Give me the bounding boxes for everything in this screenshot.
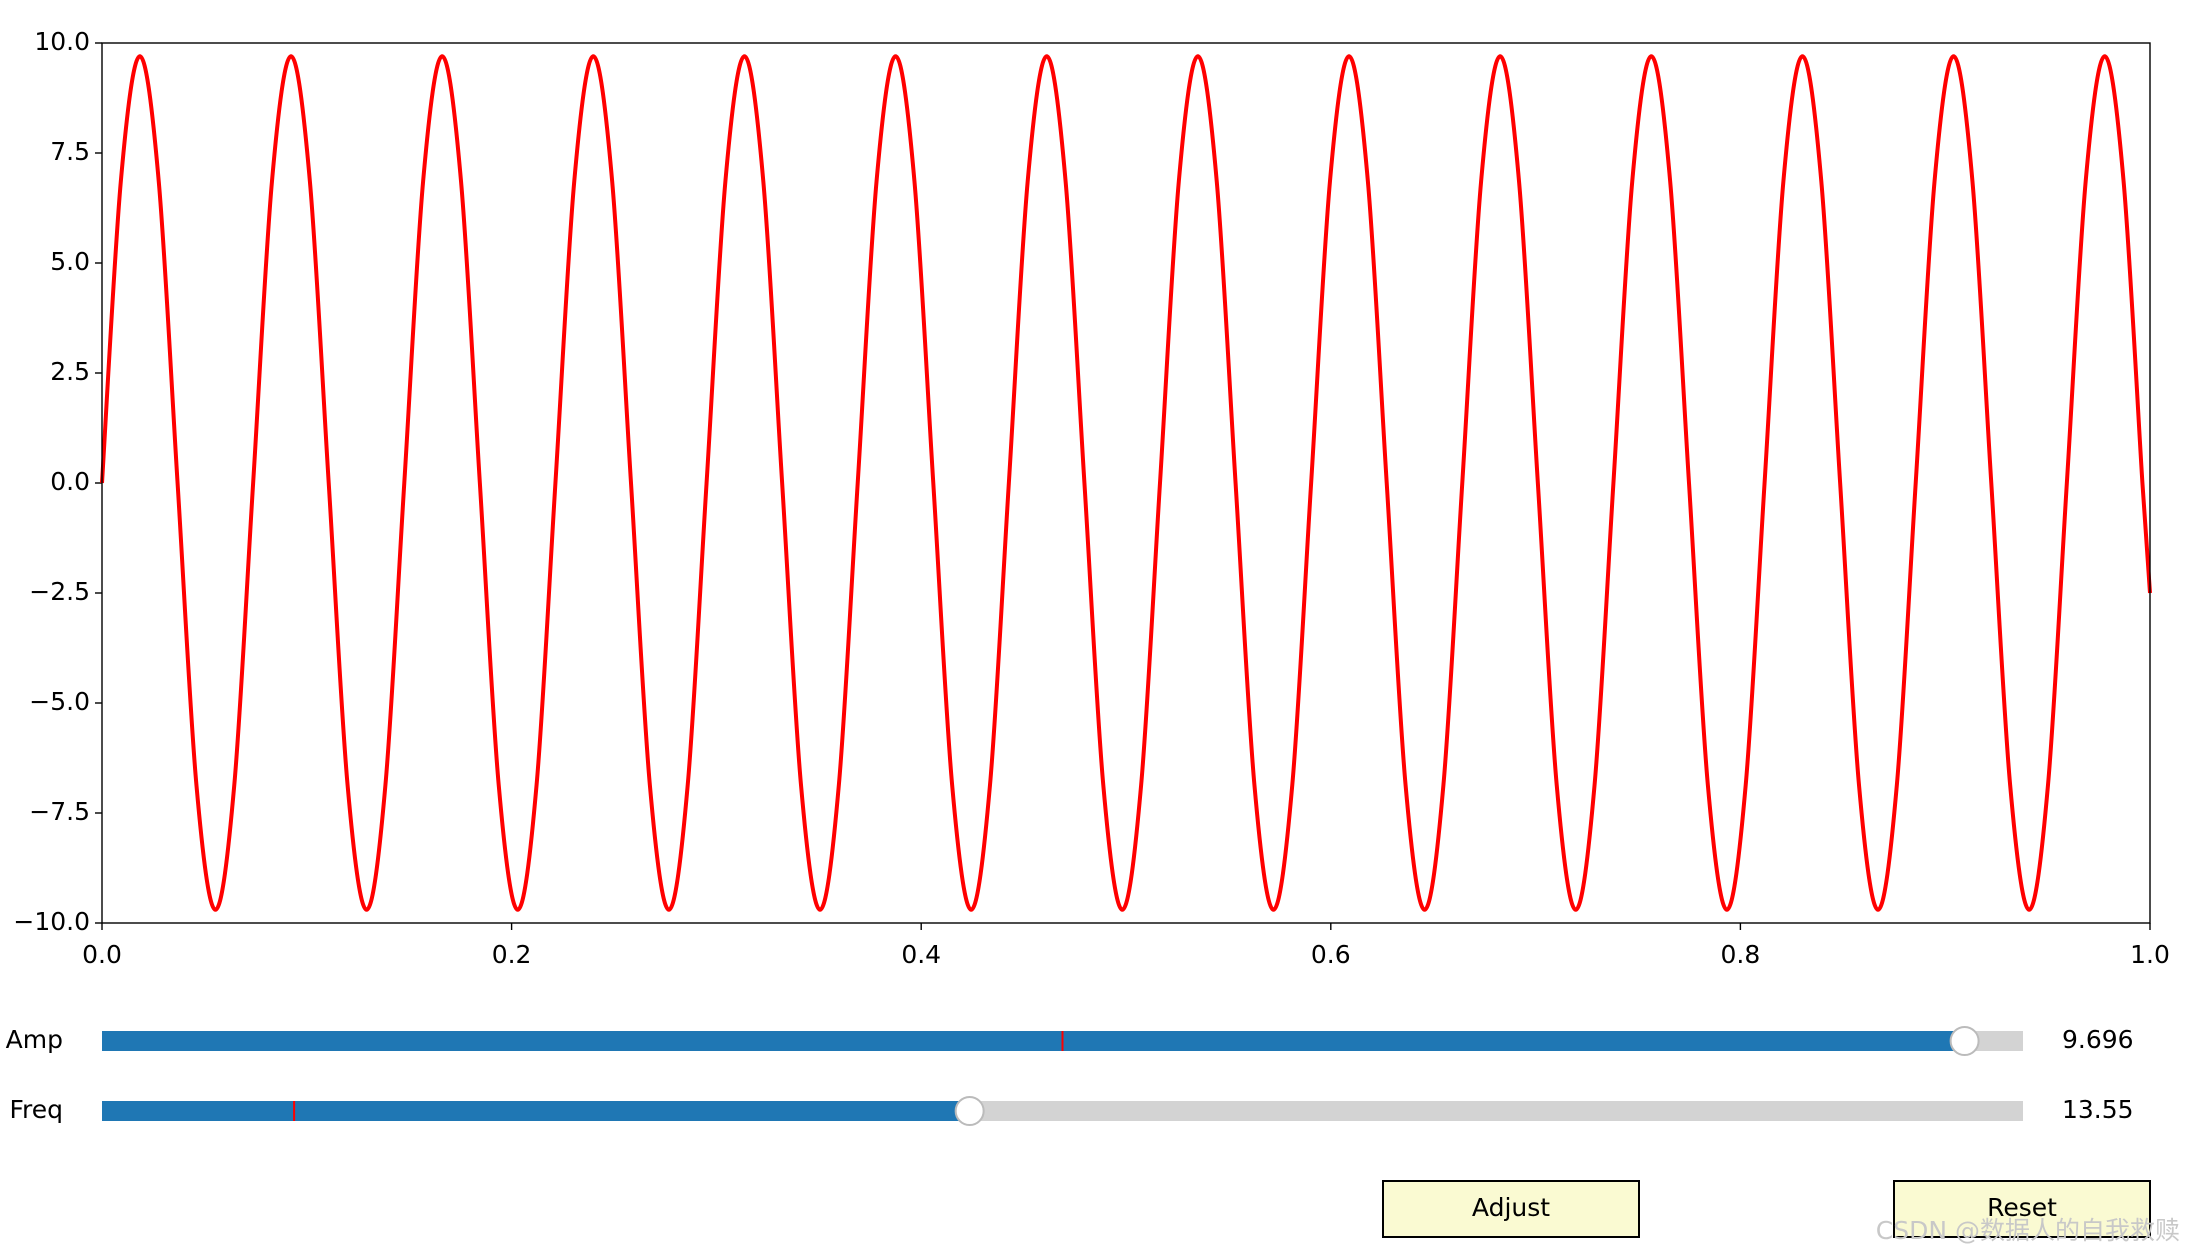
plot-area xyxy=(102,43,2150,923)
button-label[interactable]: Reset xyxy=(1987,1193,2057,1222)
y-tick-label: −5.0 xyxy=(29,687,90,716)
y-tick-label: −7.5 xyxy=(29,797,90,826)
watermark: CSDN @数据人的自我救赎 xyxy=(1876,1216,2180,1245)
x-tick-label: 0.4 xyxy=(901,940,941,969)
slider-value: 13.55 xyxy=(2062,1095,2134,1124)
x-tick-label: 0.6 xyxy=(1311,940,1351,969)
button-label[interactable]: Adjust xyxy=(1472,1193,1550,1222)
y-tick-label: −10.0 xyxy=(13,907,90,936)
y-tick-label: 10.0 xyxy=(34,27,90,56)
x-tick-label: 0.0 xyxy=(82,940,122,969)
axes-frame xyxy=(101,42,2151,924)
slider-handle[interactable] xyxy=(954,1096,985,1126)
x-tick-label: 0.8 xyxy=(1721,940,1761,969)
slider-fill xyxy=(102,1031,1965,1051)
slider-label: Amp xyxy=(6,1025,63,1054)
button[interactable] xyxy=(1893,1180,2151,1238)
slider-fill xyxy=(102,1101,970,1121)
slider-label: Freq xyxy=(9,1095,63,1124)
y-tick-label: 5.0 xyxy=(50,247,90,276)
y-tick-label: 7.5 xyxy=(50,137,90,166)
x-tick-label: 0.2 xyxy=(492,940,532,969)
y-tick-label: 2.5 xyxy=(50,357,90,386)
y-tick-label: −2.5 xyxy=(29,577,90,606)
slider-handle[interactable] xyxy=(1949,1026,1980,1056)
line xyxy=(100,54,2152,912)
slider-value: 9.696 xyxy=(2062,1025,2134,1054)
y-tick-label: 0.0 xyxy=(50,467,90,496)
x-tick-label: 1.0 xyxy=(2130,940,2170,969)
button[interactable] xyxy=(1382,1180,1640,1238)
